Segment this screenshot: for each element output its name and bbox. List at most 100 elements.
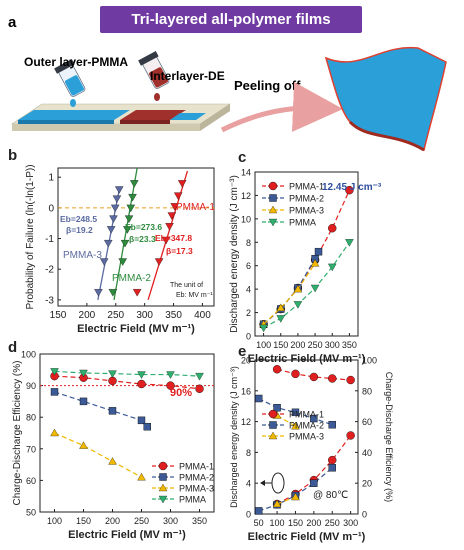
axis-indicator-arrowhead	[260, 480, 265, 486]
temperature-annotation: @ 80℃	[313, 490, 348, 501]
eb-label: Eb=248.5	[60, 214, 97, 224]
data-point-pmma-3	[109, 215, 118, 223]
y-right-tick-label: 40	[362, 448, 372, 458]
y-tick-label: 12	[241, 191, 251, 201]
figure-banner: Tri-layered all-polymer films	[100, 6, 362, 33]
plot-frame	[254, 359, 359, 515]
y-tick-label: 8	[246, 448, 251, 458]
legend-marker	[269, 421, 277, 429]
data-point-pmma-3	[137, 472, 146, 481]
data-point-pmma-2	[328, 464, 336, 472]
data-point-pmma	[195, 372, 204, 381]
data-point-pmma-2	[124, 215, 134, 223]
data-point-pmma	[108, 370, 117, 378]
unit-note-line1: The unit of	[170, 282, 203, 289]
y-tick-label: 100	[21, 350, 36, 360]
y-tick-label: -1	[45, 234, 54, 245]
plot-frame	[57, 167, 215, 307]
legend-marker	[268, 205, 278, 214]
legend-label: PMMA-3	[289, 432, 324, 442]
data-point-pmma-3	[99, 258, 109, 266]
data-point-pmma-2	[123, 226, 132, 234]
y-right-tick-label: 100	[362, 356, 377, 366]
axis-indicator-ellipse	[271, 472, 285, 494]
x-tick-label: 250	[134, 516, 149, 526]
data-point-pmma-3	[293, 284, 303, 293]
data-point-pmma-3	[94, 289, 103, 297]
data-point-pmma-2	[310, 479, 318, 487]
x-axis-title: Electric Field (MV m⁻¹)	[248, 353, 366, 365]
legend-label: PMMA	[289, 218, 316, 228]
series-label: PMMA-1	[176, 202, 215, 213]
beta-label: β=23.3	[129, 234, 156, 244]
data-point-pmma-1	[170, 203, 179, 211]
data-point-pmma-1	[346, 431, 355, 440]
x-tick-label: 150	[50, 310, 67, 321]
legend-label: PMMA-3	[179, 484, 214, 494]
data-point-pmma-1	[328, 455, 337, 465]
data-point-pmma-1-efficiency	[272, 365, 282, 374]
y-tick-label: 4	[246, 285, 251, 295]
data-point-pmma-3	[114, 186, 124, 194]
data-point-pmma-1	[166, 381, 175, 390]
data-point-pmma-3	[106, 226, 116, 234]
data-point-pmma-3	[310, 259, 320, 267]
legend-marker	[158, 461, 168, 471]
panel-label-d: d	[8, 339, 17, 356]
legend-label: PMMA-3	[289, 206, 324, 216]
panel-label-a: a	[8, 14, 17, 31]
data-point-pmma-1	[161, 236, 171, 245]
y-right-tick-label: 60	[362, 417, 372, 427]
data-point-pmma-2-efficiency	[328, 420, 336, 429]
legend-label: PMMA	[179, 495, 206, 505]
y-tick-label: 0	[246, 510, 251, 520]
series-label: PMMA-3	[63, 250, 102, 261]
y-tick-label: 4	[246, 479, 251, 489]
y-tick-label: 10	[241, 214, 251, 224]
series-line-pmma-3	[263, 263, 316, 325]
x-tick-label: 200	[105, 516, 120, 526]
data-point-pmma-2-efficiency	[254, 394, 263, 403]
legend-marker	[269, 194, 277, 202]
y-right-tick-label: 0	[362, 510, 367, 520]
legend-label: PMMA-1	[289, 410, 324, 420]
data-point-pmma-3	[272, 499, 282, 508]
x-tick-label: 400	[194, 310, 211, 321]
y-axis-title: Discharged energy density (J cm⁻³)	[229, 175, 240, 333]
y-tick-label: 50	[26, 508, 36, 518]
y-right-axis-title: Charge-Discharge Efficiency (%)	[384, 372, 394, 502]
x-tick-label: 100	[47, 516, 62, 526]
eb-label: Eb=347.8	[155, 233, 192, 243]
data-point-pmma-2	[128, 193, 137, 202]
data-point-pmma-1	[345, 185, 354, 195]
substrate-illustration	[11, 103, 231, 131]
peeling-label: Peeling off	[234, 78, 301, 93]
x-axis-title: Electric Field (MV m⁻¹)	[77, 323, 195, 335]
x-tick-label: 200	[290, 340, 305, 350]
data-point-pmma-2	[118, 258, 127, 266]
data-point-pmma-2	[126, 204, 136, 213]
x-tick-label: 200	[79, 310, 96, 321]
x-tick-label: 300	[163, 516, 178, 526]
panel-d-efficiency-plot: d 100 150 200 250 300 350 50 60 70 80 90 100 Electric…	[8, 339, 215, 541]
data-point-pmma-3	[104, 239, 113, 248]
pmma-vial	[54, 59, 86, 107]
legend-label: PMMA-2	[289, 194, 324, 204]
y-tick-label: 0	[48, 203, 54, 214]
beta-label: β=17.3	[166, 246, 193, 256]
legend-label: PMMA-1	[289, 182, 324, 192]
x-tick-label: 100	[270, 518, 285, 528]
legend-marker	[158, 483, 168, 492]
y-axis-title: Discharged energy density (J cm⁻³)	[229, 366, 239, 508]
peeling-arrow	[220, 81, 343, 133]
legend-marker	[158, 495, 168, 504]
data-point-pmma-1	[195, 384, 204, 393]
series-line-pmma-2	[263, 251, 320, 325]
y-tick-label: 80	[26, 413, 36, 423]
y-right-tick-label: 80	[362, 386, 372, 396]
panel-label-e: e	[238, 343, 246, 360]
y-tick-label: 16	[241, 386, 251, 396]
y-tick-label: 20	[241, 356, 251, 366]
x-tick-label: 350	[165, 310, 182, 321]
x-tick-label: 350	[342, 340, 357, 350]
